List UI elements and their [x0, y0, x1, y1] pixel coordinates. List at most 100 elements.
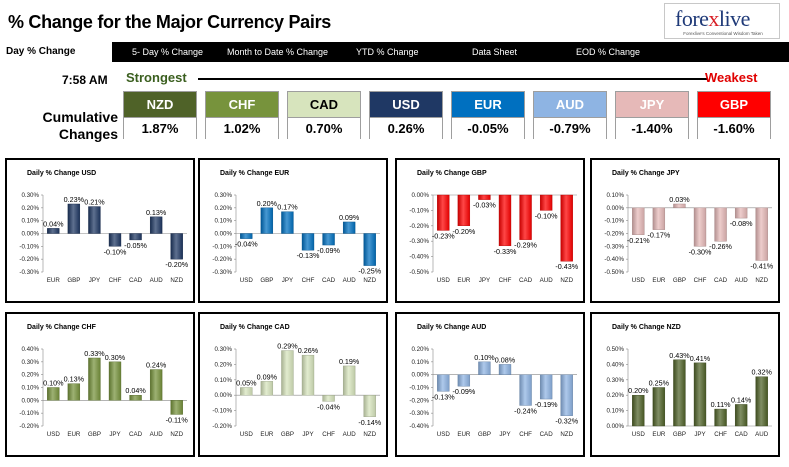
data-label: -0.21% [627, 236, 650, 245]
weakest-label: Weakest [705, 70, 758, 85]
currency-name: GBP [698, 92, 770, 117]
y-tick-label: 0.30% [214, 192, 232, 199]
header: % Change for the Major Currency Pairs fo… [0, 0, 789, 42]
y-tick-label: 0.00% [21, 231, 39, 238]
page-title: % Change for the Major Currency Pairs [8, 12, 331, 32]
currency-value: 1.02% [206, 117, 278, 139]
data-label: 0.20% [628, 386, 649, 395]
tab-5-day-change[interactable]: 5- Day % Change [132, 47, 204, 57]
category-label: AUD [150, 277, 164, 284]
y-tick-label: 0.40% [606, 361, 624, 368]
category-label: JPY [302, 431, 313, 438]
y-tick-label: 0.10% [214, 218, 232, 225]
tab-day-change[interactable]: Day % Change [0, 42, 112, 62]
data-label: -0.41% [750, 261, 773, 270]
bar [260, 381, 274, 396]
category-label: CHF [519, 431, 532, 438]
data-label: -0.10% [535, 211, 558, 220]
data-label: 0.13% [146, 208, 167, 217]
category-label: USD [437, 277, 451, 284]
y-tick-label: -0.10% [409, 385, 429, 392]
chart-panel-usd: Daily % Change USD 0.30% 0.20% 0.10% 0.00% -0… [5, 158, 195, 303]
forexlive-logo[interactable]: forexlive Forexlive's Conventional Wisdo… [664, 3, 780, 39]
y-tick-label: -0.30% [409, 410, 429, 417]
data-label: 0.25% [649, 379, 670, 388]
tab-eod-change[interactable]: EOD % Change [576, 47, 641, 57]
category-label: CAD [129, 277, 143, 284]
currency-value: -0.79% [534, 117, 606, 139]
data-label: 0.14% [731, 395, 752, 404]
data-label: -0.33% [494, 247, 517, 256]
category-label: JPY [109, 431, 120, 438]
category-label: JPY [499, 431, 510, 438]
bar-chart: Daily % Change GBP 0.00% -0.10% -0.20% -0.30… [409, 170, 578, 284]
chart-title: Daily % Change CAD [220, 324, 290, 331]
bar [560, 374, 573, 416]
data-label: -0.08% [730, 219, 753, 228]
category-label: USD [632, 431, 646, 438]
category-label: USD [240, 431, 254, 438]
data-label: -0.29% [514, 241, 537, 250]
bar [322, 233, 335, 246]
bar [108, 361, 122, 401]
y-tick-label: 0.30% [606, 377, 624, 384]
currency-name: EUR [452, 92, 524, 117]
data-label: -0.03% [473, 201, 496, 210]
currency-box-gbp: GBP -1.60% [697, 91, 771, 139]
category-label: AUD [343, 431, 357, 438]
data-label: 0.04% [125, 386, 146, 395]
bar [632, 207, 645, 235]
y-tick-label: -0.50% [604, 269, 624, 276]
bar [240, 233, 253, 239]
category-label: GBP [281, 431, 294, 438]
category-label: CHF [302, 277, 315, 284]
category-label: GBP [673, 277, 686, 284]
cumulative-changes-label: Cumulative Changes [30, 109, 118, 143]
y-tick-label: 0.20% [606, 392, 624, 399]
data-label: -0.24% [514, 406, 537, 415]
data-label: -0.14% [358, 418, 381, 427]
bar [560, 194, 573, 262]
bar [652, 207, 666, 230]
category-label: CAD [519, 277, 533, 284]
chart-title: Daily % Change NZD [612, 324, 681, 331]
bar [47, 228, 60, 234]
bar [88, 357, 101, 401]
data-label: 0.26% [298, 346, 319, 355]
category-label: AUD [735, 277, 749, 284]
category-label: CHF [714, 431, 727, 438]
currency-name: NZD [124, 92, 196, 117]
timestamp: 7:58 AM [62, 73, 108, 87]
tab-month-to-date-change[interactable]: Month to Date % Change [227, 47, 329, 57]
y-tick-label: 0.00% [411, 192, 429, 199]
y-tick-label: -0.40% [409, 254, 429, 261]
currency-box-cad: CAD 0.70% [287, 91, 361, 139]
bar-chart: Daily % Change AUD0.20%0.10%0.00%-0.10%-… [409, 324, 578, 438]
cumulative-label-line2: Changes [58, 126, 118, 142]
bar [260, 207, 274, 234]
category-label: EUR [47, 277, 61, 284]
category-label: CHF [499, 277, 512, 284]
data-label: 0.09% [257, 372, 278, 381]
strongest-label: Strongest [126, 70, 187, 85]
y-tick-label: 0.00% [606, 423, 624, 430]
bar [363, 233, 376, 266]
bar [457, 374, 471, 387]
bar-chart: Daily % Change CAD 0.30% 0.20% 0.10% 0.00% -0… [212, 324, 381, 438]
category-label: GBP [478, 431, 491, 438]
tab-ytd-change[interactable]: YTD % Change [356, 47, 419, 57]
tab-data-sheet[interactable]: Data Sheet [472, 47, 518, 57]
logo-wordmark: forexlive [675, 6, 750, 31]
data-label: -0.05% [124, 241, 147, 250]
data-label: 0.11% [711, 400, 731, 409]
category-label: GBP [260, 277, 273, 284]
data-label: 0.13% [64, 375, 85, 384]
category-label: JPY [282, 277, 293, 284]
currency-name: JPY [616, 92, 688, 117]
currency-name: CAD [288, 92, 360, 117]
category-label: USD [437, 431, 451, 438]
data-label: -0.13% [297, 251, 320, 260]
data-label: -0.10% [104, 247, 127, 256]
bar [755, 376, 768, 427]
data-label: 0.10% [474, 353, 495, 362]
